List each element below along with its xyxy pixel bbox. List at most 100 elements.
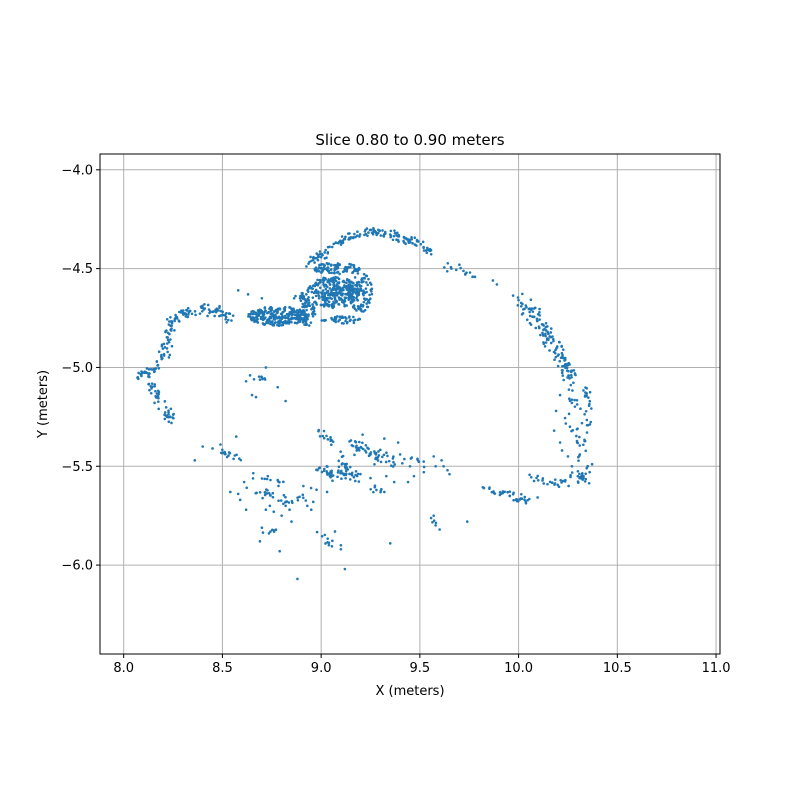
data-point: [290, 313, 294, 317]
data-point: [396, 231, 399, 235]
data-point: [538, 318, 541, 321]
data-point: [361, 433, 364, 436]
data-point: [165, 415, 169, 419]
data-point: [369, 297, 372, 301]
data-point: [290, 320, 293, 324]
data-point: [307, 262, 310, 265]
data-point: [342, 279, 345, 283]
data-point: [565, 366, 569, 370]
data-point: [527, 307, 531, 311]
data-point: [359, 284, 363, 288]
data-point: [280, 315, 284, 319]
data-point: [190, 312, 194, 316]
data-point: [330, 263, 333, 267]
data-point: [570, 464, 574, 468]
data-point: [325, 490, 329, 494]
data-point: [338, 318, 341, 322]
data-point: [258, 490, 262, 494]
data-point: [284, 500, 288, 504]
data-point: [323, 467, 326, 471]
data-point: [391, 457, 395, 460]
data-point: [355, 449, 358, 452]
data-point: [265, 477, 269, 481]
data-point: [583, 412, 586, 416]
data-point: [267, 491, 271, 495]
data-point: [389, 464, 393, 467]
data-point: [165, 347, 169, 350]
data-point: [570, 401, 574, 405]
data-point: [302, 309, 306, 312]
data-point: [341, 286, 345, 289]
data-point: [311, 303, 314, 306]
data-point: [343, 567, 347, 571]
data-point: [317, 466, 321, 470]
data-point: [331, 539, 334, 543]
data-point: [221, 448, 224, 452]
data-point: [324, 300, 327, 304]
data-point: [316, 258, 320, 262]
data-point: [381, 229, 384, 232]
data-point: [327, 279, 330, 283]
x-axis-ticks: 8.0 8.5 9.0 9.5 10.0 10.5 11.0: [113, 654, 731, 676]
data-point: [561, 374, 565, 377]
data-point: [194, 313, 197, 317]
data-point: [352, 304, 356, 307]
data-point: [517, 298, 520, 302]
data-point: [544, 329, 548, 332]
data-point: [347, 237, 351, 241]
data-point: [161, 347, 165, 350]
data-point: [149, 384, 153, 388]
data-point: [318, 435, 322, 438]
data-point: [244, 379, 248, 383]
data-point: [332, 319, 336, 323]
data-point: [438, 528, 441, 531]
data-point: [331, 286, 335, 290]
data-point: [561, 348, 565, 351]
data-point: [335, 271, 339, 274]
data-point: [349, 439, 353, 442]
data-point: [169, 315, 172, 319]
data-point: [443, 266, 446, 269]
data-point: [501, 490, 505, 493]
data-point: [256, 321, 260, 324]
data-point: [206, 303, 210, 307]
data-point: [296, 577, 299, 581]
data-point: [145, 371, 148, 375]
data-point: [520, 313, 524, 316]
data-point: [353, 453, 356, 457]
data-point: [246, 293, 250, 296]
data-point: [305, 308, 308, 312]
data-point: [563, 356, 567, 360]
data-point: [429, 516, 433, 520]
data-point: [542, 482, 546, 485]
data-point: [523, 495, 527, 499]
data-point: [462, 269, 465, 273]
data-point: [548, 349, 551, 352]
data-point: [338, 272, 341, 276]
data-point: [318, 263, 321, 267]
data-point: [334, 320, 338, 324]
data-point: [160, 343, 164, 346]
data-point: [193, 310, 197, 313]
data-point: [276, 310, 279, 314]
y-axis-label: Y (meters): [36, 370, 51, 439]
data-point: [358, 235, 361, 238]
data-point: [584, 449, 588, 453]
data-point: [360, 289, 363, 292]
data-point: [282, 502, 285, 506]
data-point: [307, 314, 310, 318]
data-point: [290, 499, 294, 503]
data-point: [395, 234, 398, 237]
data-point: [373, 451, 377, 455]
data-point: [578, 472, 581, 476]
data-point: [458, 263, 461, 267]
y-tick-label: −5.5: [61, 460, 93, 475]
data-point: [575, 403, 579, 406]
data-point: [357, 480, 361, 483]
data-point: [349, 235, 353, 239]
data-point: [563, 416, 567, 420]
data-point: [329, 439, 332, 443]
data-point: [321, 269, 324, 272]
data-point: [351, 236, 355, 239]
